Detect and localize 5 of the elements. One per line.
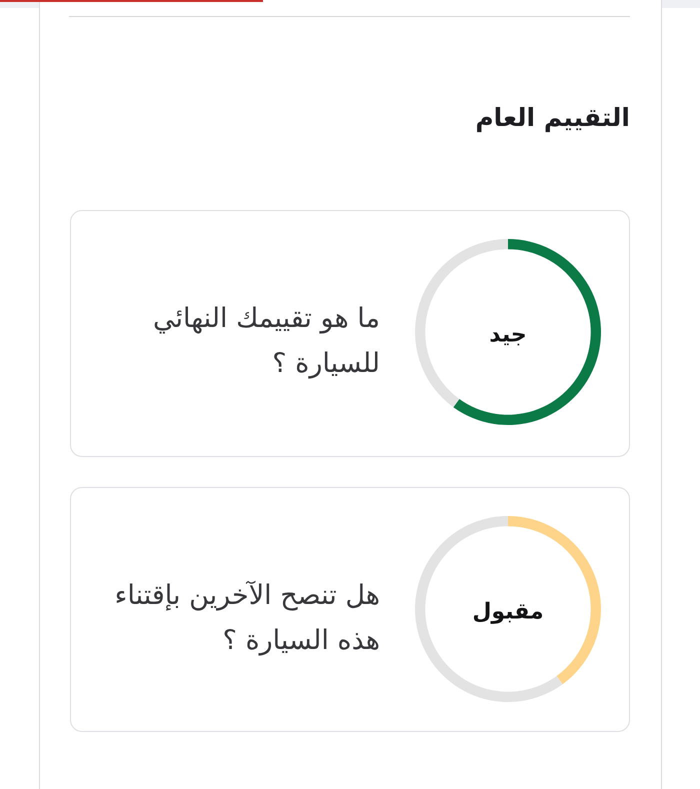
text: مقبول — [472, 600, 544, 625]
text: التقييم العام — [474, 102, 630, 134]
text: جيد — [489, 322, 527, 348]
text: هل تنصح الآخرين بإقتناء هذه السيارة ؟ — [114, 579, 380, 658]
text: ما هو تقييمك النهائي للسيارة ؟ — [152, 302, 380, 381]
